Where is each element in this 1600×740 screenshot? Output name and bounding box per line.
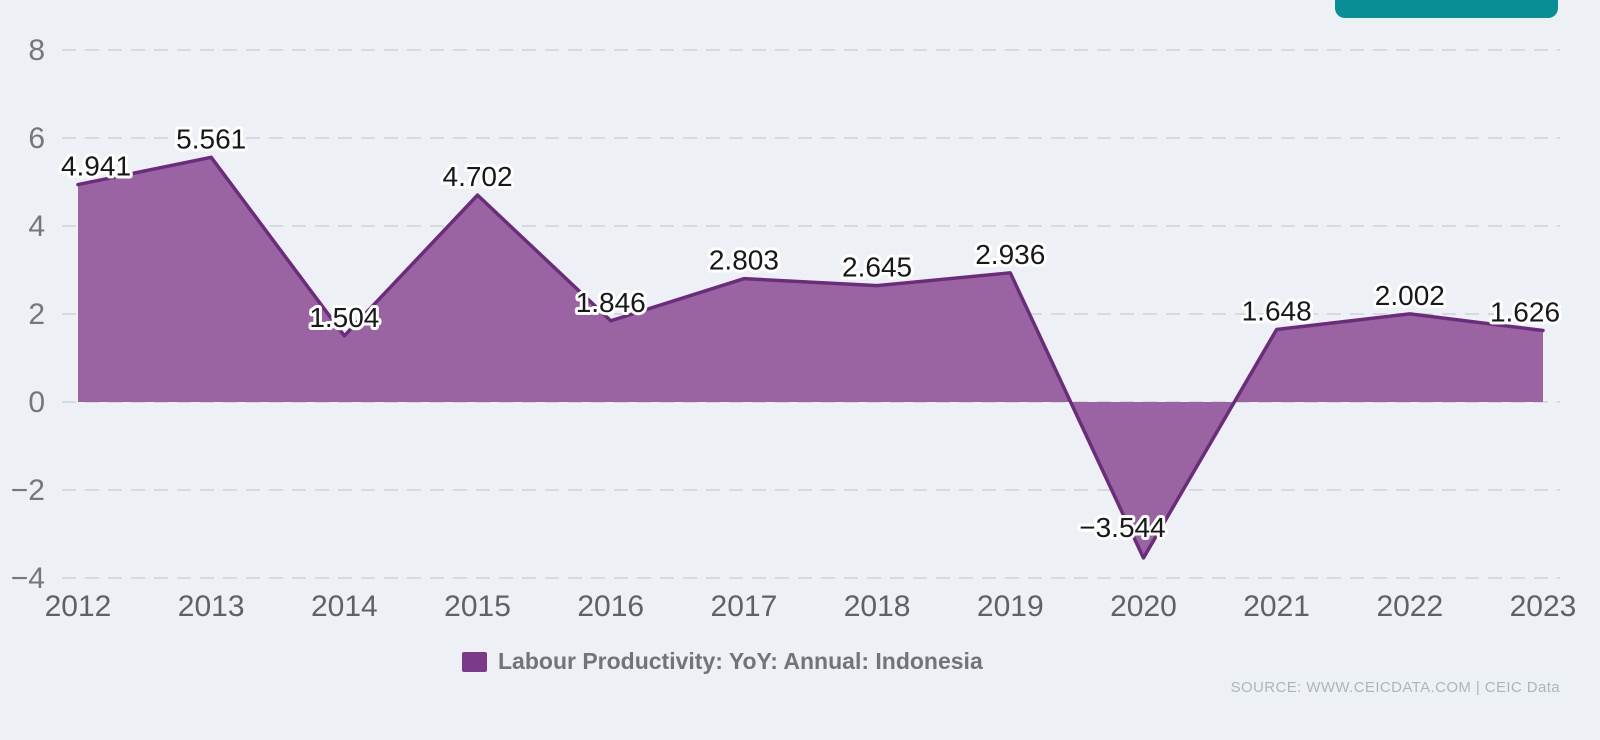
source-credit: SOURCE: WWW.CEICDATA.COM | CEIC Data: [1230, 679, 1560, 696]
value-label: 1.648: [1242, 295, 1312, 326]
value-label: −3.544: [1079, 512, 1165, 543]
data-line: [76, 155, 1545, 560]
x-axis-label: 2017: [711, 590, 778, 623]
y-axis-label: −4: [11, 562, 45, 595]
y-axis-label: 0: [28, 386, 45, 419]
value-label: 5.561: [176, 123, 246, 154]
y-axis-label: 2: [28, 298, 45, 331]
x-axis-label: 2023: [1510, 590, 1577, 623]
legend-swatch: [462, 651, 487, 672]
x-axis-label: 2013: [178, 590, 245, 623]
legend-item[interactable]: Labour Productivity: YoY: Annual: Indone…: [462, 648, 983, 675]
value-label: 1.846: [576, 287, 646, 318]
x-axis-label: 2019: [977, 590, 1044, 623]
x-axis-label: 2015: [444, 590, 511, 623]
y-axis-label: 6: [28, 122, 45, 155]
value-label: 2.645: [842, 252, 912, 283]
x-axis-label: 2014: [311, 590, 378, 623]
x-axis-label: 2018: [844, 590, 911, 623]
value-label: 2.936: [975, 239, 1045, 270]
x-axis-label: 2022: [1376, 590, 1443, 623]
y-axis-label: 4: [28, 210, 45, 243]
legend-label: Labour Productivity: YoY: Annual: Indone…: [498, 648, 983, 674]
cta-button-partial[interactable]: [1335, 0, 1558, 18]
area-fill: [78, 157, 1543, 558]
value-label: 2.002: [1375, 280, 1445, 311]
x-axis-label: 2021: [1243, 590, 1310, 623]
value-label: 4.702: [443, 161, 513, 192]
x-axis-label: 2012: [45, 590, 112, 623]
value-label: 1.504: [309, 302, 379, 333]
value-label: 4.941: [61, 151, 131, 182]
value-label: 1.626: [1490, 296, 1560, 327]
y-axis-label: −2: [11, 474, 45, 507]
x-axis-label: 2016: [577, 590, 644, 623]
x-axis-label: 2020: [1110, 590, 1177, 623]
value-label: 2.803: [709, 245, 779, 276]
y-axis-label: 8: [28, 34, 45, 67]
